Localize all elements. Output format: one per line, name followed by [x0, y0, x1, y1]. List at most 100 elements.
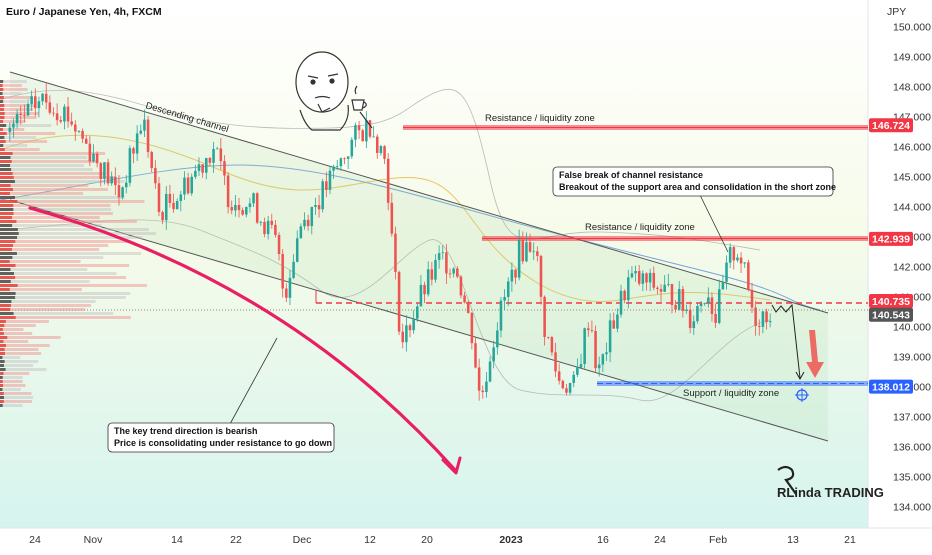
volume-bar: [0, 380, 23, 383]
channel-upper-line[interactable]: [9, 71, 829, 314]
candle-body: [37, 101, 41, 109]
candle-body: [41, 93, 44, 102]
volume-bar: [0, 336, 61, 339]
candle-body: [536, 251, 539, 256]
volume-bar-core: [0, 404, 3, 407]
candle-body: [736, 257, 739, 261]
callout-false-break-pointer: [699, 194, 729, 253]
y-tick-label: 148.000: [893, 82, 931, 94]
callout-trend[interactable]: The key trend direction is bearish Price…: [107, 337, 335, 453]
x-tick-label: 16: [597, 534, 609, 546]
volume-bar: [0, 264, 130, 267]
channel-lower-line[interactable]: [9, 199, 829, 442]
logo-wordmark: RLinda TRADING: [777, 485, 884, 500]
y-tick-label: 142.000: [893, 262, 931, 274]
volume-bar: [0, 352, 42, 355]
candle-body: [183, 177, 186, 195]
candle-body: [630, 273, 634, 278]
candle-body: [88, 143, 92, 162]
candle-body: [285, 288, 288, 298]
volume-bar: [0, 340, 29, 343]
volume-bar-core: [0, 196, 15, 199]
volume-bar-core: [0, 156, 11, 159]
volume-bar: [0, 280, 90, 283]
candle-body: [477, 367, 481, 391]
candle-body: [743, 262, 746, 264]
candle-body: [503, 296, 506, 301]
candle-body: [663, 284, 666, 292]
callout-false-break[interactable]: False break of channel resistance Breako…: [552, 166, 836, 253]
candle-body: [681, 289, 685, 311]
volume-bar: [0, 328, 24, 331]
volume-bar-core: [0, 368, 6, 371]
candle-body: [15, 113, 19, 124]
resistance-zone-top[interactable]: Resistance / liquidity zone: [403, 113, 868, 130]
volume-bar-core: [0, 176, 14, 179]
volume-bar: [0, 252, 142, 255]
candle-body: [219, 148, 223, 162]
volume-bar: [0, 156, 88, 159]
candle-body: [757, 325, 761, 327]
volume-bar: [0, 120, 26, 123]
volume-bar-core: [0, 212, 14, 215]
candle-body: [594, 330, 597, 369]
descending-channel[interactable]: Descending channel: [9, 71, 829, 442]
candle-body: [456, 268, 459, 277]
candle-body: [255, 193, 259, 223]
resistance-zone-mid[interactable]: Resistance / liquidity zone: [482, 222, 868, 241]
down-arrow-icon: [806, 330, 824, 378]
volume-bar-core: [0, 276, 16, 279]
volume-bar-core: [0, 100, 4, 103]
y-tick-label: 149.000: [893, 52, 931, 64]
candle-body: [437, 253, 441, 260]
volume-bar: [0, 400, 32, 403]
candle-body: [84, 138, 88, 144]
candle-body: [405, 325, 408, 343]
volume-bar-core: [0, 128, 3, 131]
candle-body: [117, 185, 121, 198]
candle-body: [70, 121, 73, 125]
x-tick-label: Nov: [84, 534, 103, 546]
candle-body: [368, 120, 372, 137]
candle-body: [397, 271, 401, 332]
candle-body: [645, 273, 648, 283]
candle-body: [627, 277, 630, 301]
candle-body: [714, 313, 717, 323]
candle-body: [561, 380, 565, 389]
volume-bar-core: [0, 188, 13, 191]
candle-body: [656, 287, 659, 289]
volume-bar-core: [0, 120, 4, 123]
candle-body: [576, 367, 579, 375]
time-axis[interactable]: 24 Nov 14 22 Dec 12 20 2023 16 24 Feb 13 21: [29, 534, 856, 546]
volume-bar-core: [0, 344, 6, 347]
candle-body: [543, 296, 546, 337]
volume-bar: [0, 192, 84, 195]
resistance-level-dashed[interactable]: [315, 290, 868, 304]
candle-body: [259, 221, 263, 223]
candle-body: [750, 289, 754, 308]
price-projection-path[interactable]: [771, 303, 801, 379]
volume-bar: [0, 124, 52, 127]
candle-body: [616, 314, 619, 329]
candle-body: [55, 113, 59, 121]
x-tick-label: 13: [787, 534, 799, 546]
candle-body: [488, 361, 492, 382]
callout-trend-box: [107, 422, 335, 453]
callout-false-break-box: [552, 166, 834, 197]
candle-body: [761, 311, 765, 327]
candle-body: [299, 226, 303, 239]
x-tick-label: 20: [421, 534, 433, 546]
candle-body: [670, 284, 674, 306]
candle-body: [677, 289, 681, 310]
candle-body: [608, 320, 612, 353]
candle-body: [481, 390, 485, 393]
candle-body: [430, 269, 434, 280]
candle-body: [365, 120, 368, 142]
volume-bar-core: [0, 216, 12, 219]
volume-bar-core: [0, 224, 13, 227]
y-tick-label: 136.000: [893, 442, 931, 454]
support-zone[interactable]: Support / liquidity zone: [597, 381, 868, 402]
candle-body: [132, 148, 135, 154]
bearish-trend-curve[interactable]: [28, 206, 457, 472]
